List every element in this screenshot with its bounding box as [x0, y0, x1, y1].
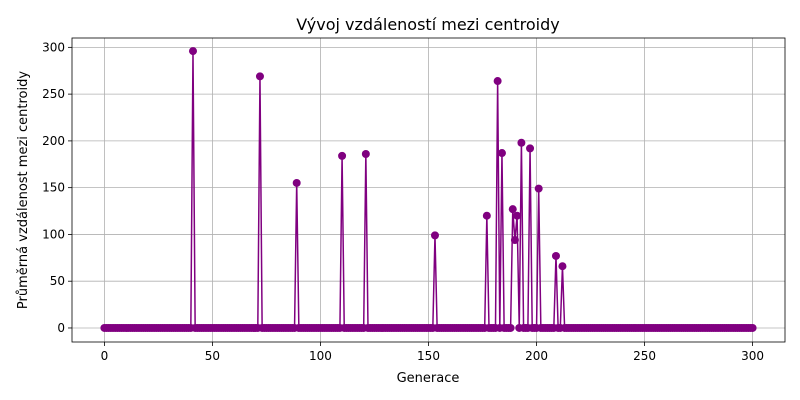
data-point: [493, 77, 502, 86]
data-point: [338, 151, 347, 160]
x-tick-label: 150: [417, 349, 440, 363]
data-point: [513, 211, 522, 220]
x-tick-label: 0: [101, 349, 109, 363]
chart-title: Vývoj vzdáleností mezi centroidy: [296, 15, 559, 34]
data-point: [506, 323, 515, 332]
x-tick-label: 250: [633, 349, 656, 363]
x-tick-label: 200: [525, 349, 548, 363]
data-point: [497, 149, 506, 158]
data-point: [558, 262, 567, 271]
data-point: [748, 323, 757, 332]
grid-lines: [72, 38, 785, 342]
data-point: [292, 178, 301, 187]
data-point: [430, 231, 439, 240]
y-tick-label: 50: [50, 274, 65, 288]
x-tick-label: 300: [741, 349, 764, 363]
data-point: [255, 72, 264, 81]
y-tick-label: 0: [57, 321, 65, 335]
data-point: [188, 47, 197, 56]
data-point: [517, 138, 526, 147]
data-point: [534, 184, 543, 193]
x-tick-label: 100: [309, 349, 332, 363]
data-point: [482, 211, 491, 220]
y-axis-ticks: 0 50 100 150 200 250 300: [42, 40, 72, 335]
data-point: [551, 251, 560, 260]
x-tick-label: 50: [205, 349, 220, 363]
y-tick-label: 250: [42, 87, 65, 101]
data-point: [526, 144, 535, 153]
y-tick-label: 150: [42, 181, 65, 195]
y-axis-label: Průměrná vzdálenost mezi centroidy: [16, 71, 31, 309]
y-tick-label: 300: [42, 40, 65, 54]
x-axis-ticks: 0 50 100 150 200 250 300: [101, 342, 764, 363]
data-point: [508, 205, 517, 214]
x-axis-label: Generace: [397, 371, 460, 386]
data-point: [510, 236, 519, 245]
data-series: [100, 47, 757, 332]
y-tick-label: 100: [42, 227, 65, 241]
data-point: [361, 149, 370, 158]
y-tick-label: 200: [42, 134, 65, 148]
